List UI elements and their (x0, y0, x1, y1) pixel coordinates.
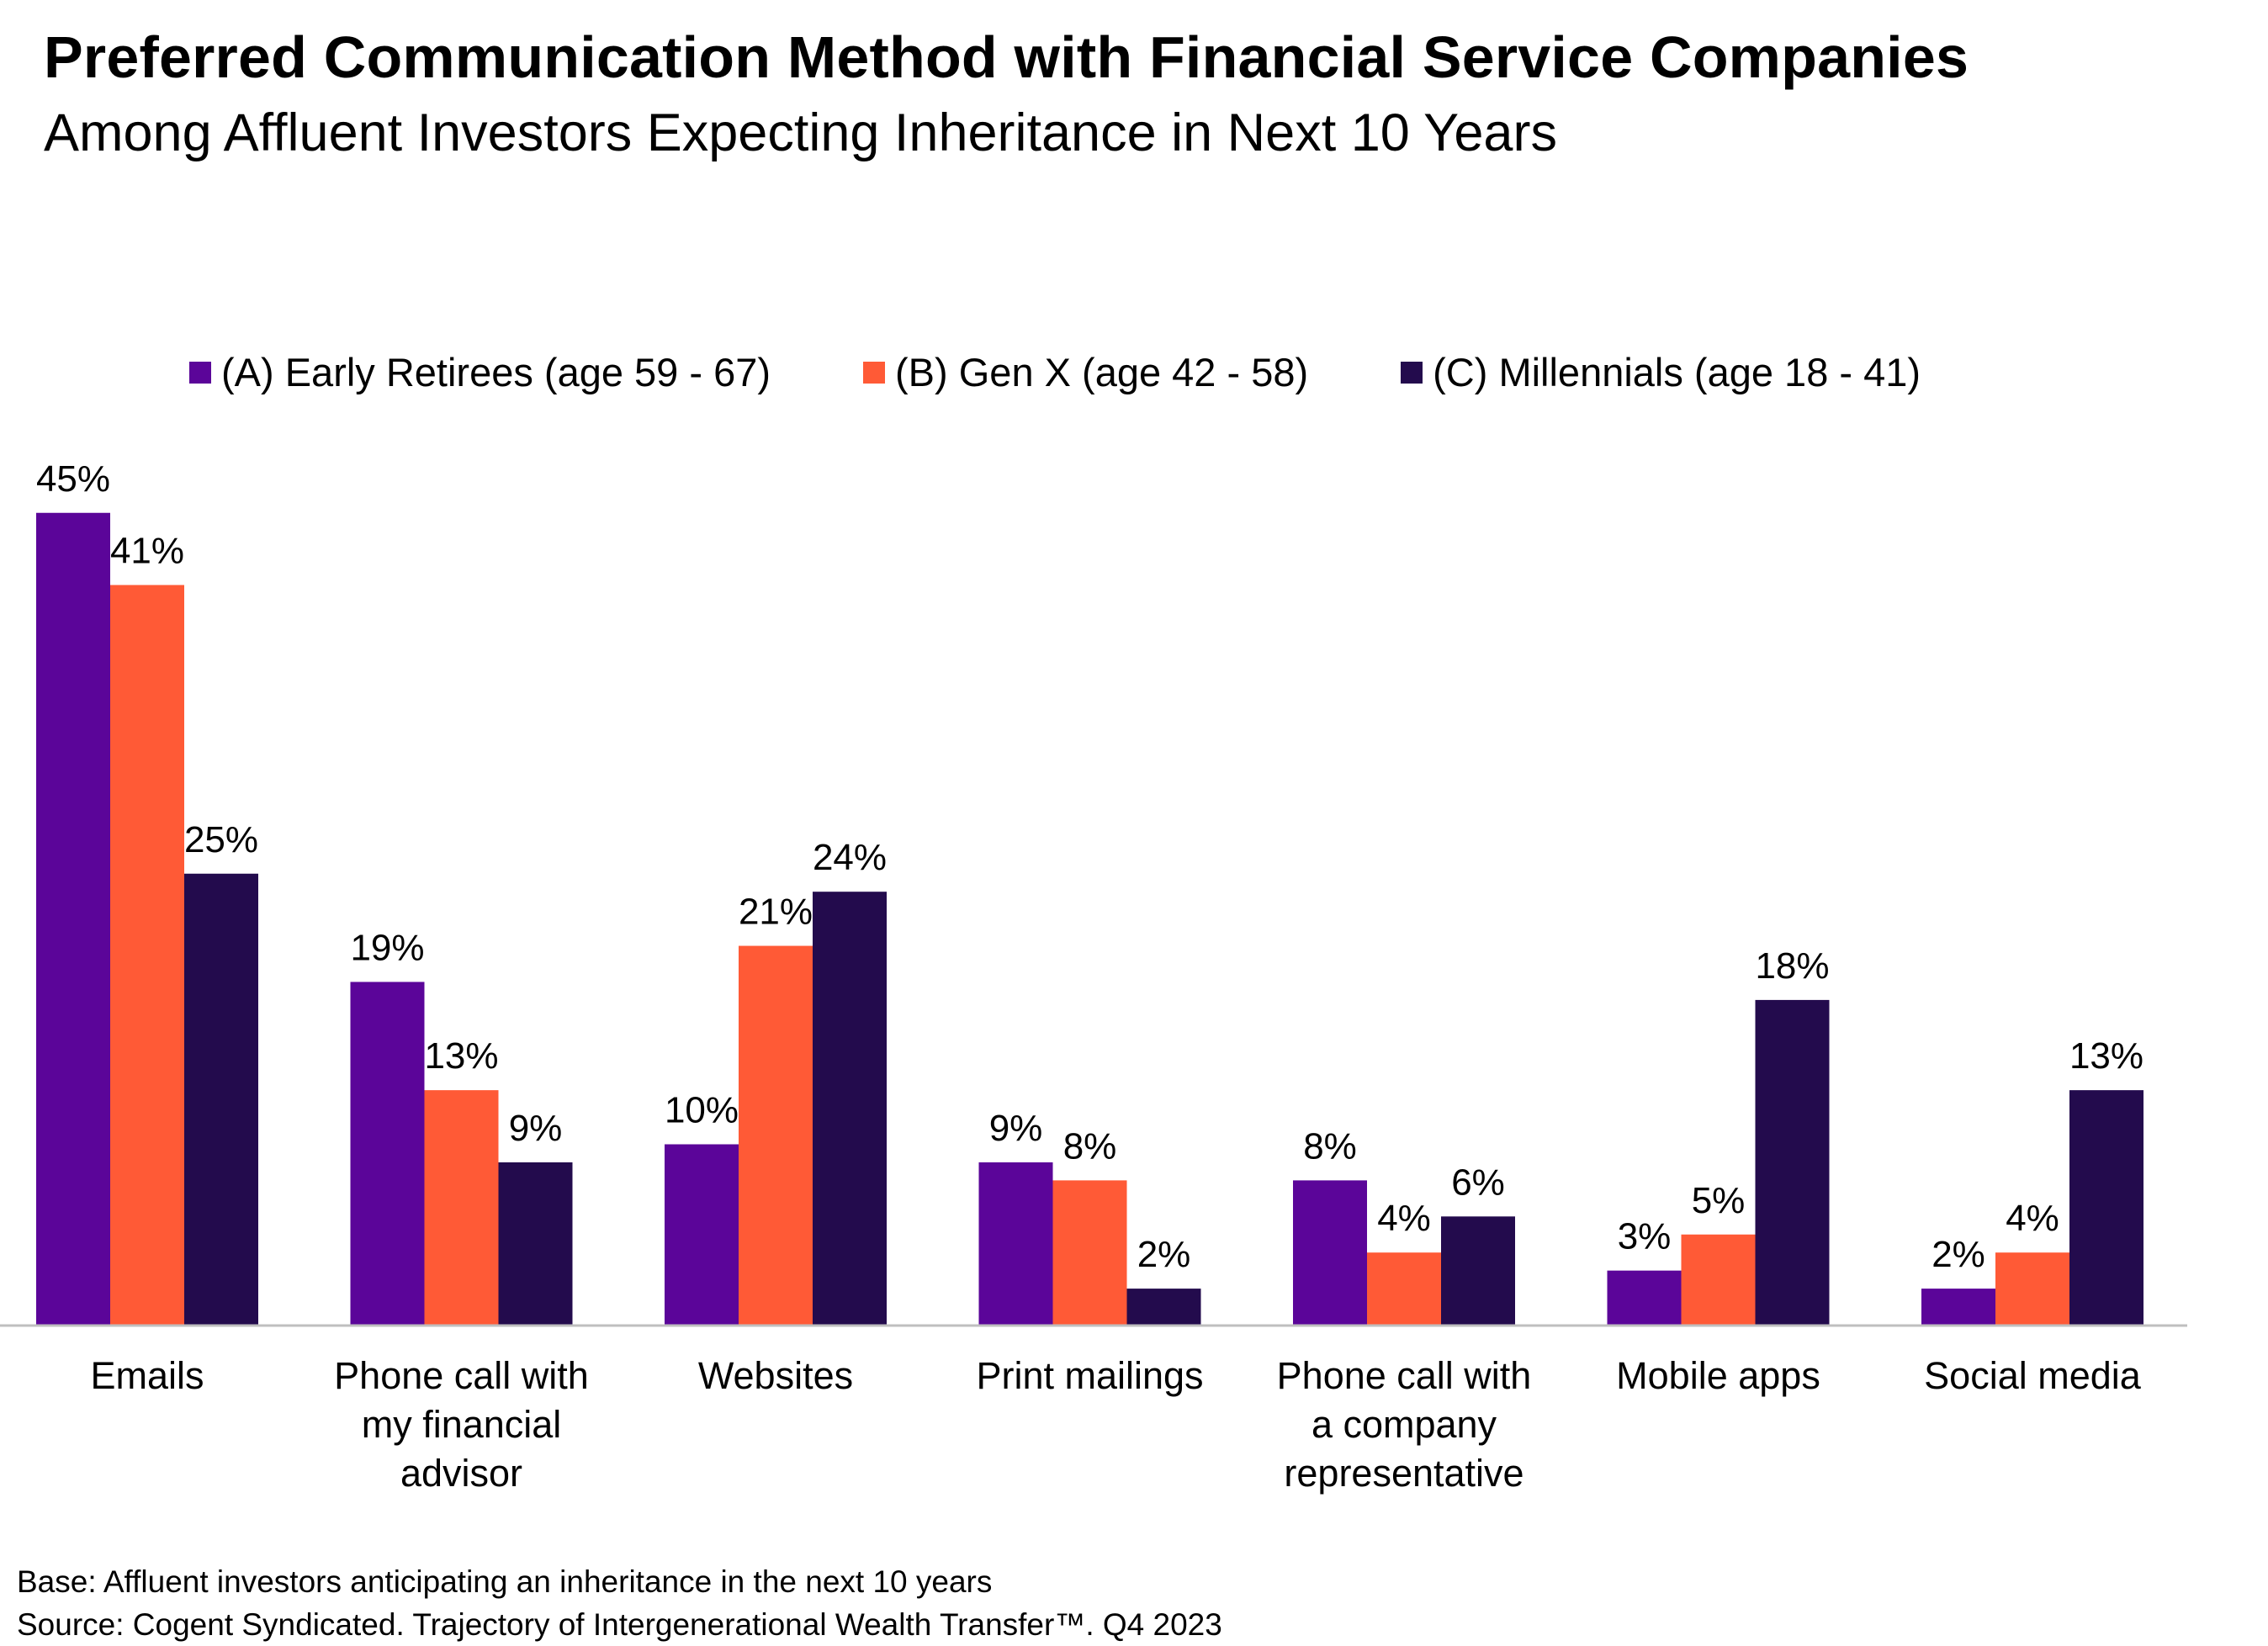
bar-social-media-series-1 (1921, 1289, 1995, 1325)
legend-label-gen-x: (B) Gen X (age 42 - 58) (895, 350, 1309, 394)
legend-swatch-early-retirees (189, 361, 211, 384)
bar-phone-call-with-my-financial-advisor-series-2 (424, 1090, 499, 1325)
data-label-phone-call-with-a-company-representative-series-2: 4% (1377, 1198, 1431, 1239)
category-label-phone-call-with-my-financial-advisor: Phone call with my financial advisor (334, 1354, 589, 1495)
bar-emails-series-2 (110, 585, 184, 1325)
data-label-print-mailings-series-1: 9% (989, 1108, 1043, 1149)
chart-subtitle: Among Affluent Investors Expecting Inher… (44, 103, 1557, 162)
bar-emails-series-3 (184, 873, 258, 1325)
legend-swatch-millennials (1401, 361, 1423, 384)
bar-print-mailings-series-1 (978, 1162, 1053, 1325)
chart-title: Preferred Communication Method with Fina… (44, 24, 1969, 90)
data-label-phone-call-with-a-company-representative-series-3: 6% (1451, 1162, 1505, 1203)
legend-item-early-retirees: (A) Early Retirees (age 59 - 67) (189, 349, 771, 395)
bar-phone-call-with-a-company-representative-series-2 (1367, 1252, 1441, 1325)
data-label-mobile-apps-series-1: 3% (1618, 1216, 1672, 1257)
legend-item-millennials: (C) Millennials (age 18 - 41) (1401, 349, 1921, 395)
bar-social-media-series-3 (2069, 1090, 2143, 1325)
data-label-phone-call-with-a-company-representative-series-1: 8% (1303, 1125, 1357, 1167)
data-label-emails-series-2: 41% (110, 531, 184, 572)
category-label-mobile-apps: Mobile apps (1616, 1354, 1820, 1397)
data-label-print-mailings-series-2: 8% (1063, 1125, 1117, 1167)
data-label-phone-call-with-my-financial-advisor-series-1: 19% (350, 927, 424, 968)
bar-social-media-series-2 (1995, 1252, 2069, 1325)
bar-websites-series-3 (813, 892, 887, 1325)
data-label-social-media-series-1: 2% (1932, 1234, 1985, 1275)
data-label-phone-call-with-my-financial-advisor-series-2: 13% (424, 1035, 498, 1077)
data-label-websites-series-2: 21% (739, 892, 813, 933)
footnote-source: Source: Cogent Syndicated. Trajectory of… (17, 1607, 1222, 1642)
bar-phone-call-with-my-financial-advisor-series-3 (498, 1162, 573, 1325)
bar-print-mailings-series-3 (1126, 1289, 1201, 1325)
bar-websites-series-1 (665, 1144, 739, 1325)
category-label-websites: Websites (698, 1354, 853, 1397)
data-label-emails-series-3: 25% (184, 819, 258, 860)
bar-phone-call-with-a-company-representative-series-3 (1441, 1216, 1515, 1325)
data-label-print-mailings-series-3: 2% (1137, 1234, 1191, 1275)
bar-mobile-apps-series-1 (1607, 1270, 1682, 1325)
data-label-social-media-series-2: 4% (2006, 1198, 2059, 1239)
legend-label-early-retirees: (A) Early Retirees (age 59 - 67) (221, 350, 771, 394)
category-label-phone-call-with-a-company-representative: Phone call with a company representative (1277, 1354, 1532, 1495)
bar-websites-series-2 (739, 945, 813, 1325)
category-label-social-media: Social media (1924, 1354, 2142, 1397)
data-label-social-media-series-3: 13% (2069, 1035, 2143, 1077)
data-label-mobile-apps-series-2: 5% (1692, 1180, 1746, 1221)
data-label-phone-call-with-my-financial-advisor-series-3: 9% (509, 1108, 563, 1149)
data-label-emails-series-1: 45% (36, 458, 110, 500)
chart-legend: (A) Early Retirees (age 59 - 67) (B) Gen… (0, 349, 2268, 395)
bar-emails-series-1 (36, 512, 110, 1325)
legend-label-millennials: (C) Millennials (age 18 - 41) (1433, 350, 1921, 394)
footnotes: Base: Affluent investors anticipating an… (17, 1560, 1222, 1646)
bar-mobile-apps-series-3 (1755, 999, 1830, 1325)
bar-phone-call-with-a-company-representative-series-1 (1293, 1180, 1367, 1325)
data-label-websites-series-3: 24% (813, 837, 887, 878)
bar-mobile-apps-series-2 (1681, 1234, 1756, 1325)
bar-print-mailings-series-2 (1052, 1180, 1127, 1325)
data-label-mobile-apps-series-3: 18% (1755, 945, 1829, 987)
footnote-base: Base: Affluent investors anticipating an… (17, 1564, 993, 1599)
data-label-websites-series-1: 10% (665, 1090, 739, 1131)
category-label-print-mailings: Print mailings (976, 1354, 1203, 1397)
legend-swatch-gen-x (863, 361, 886, 384)
legend-item-gen-x: (B) Gen X (age 42 - 58) (863, 349, 1308, 395)
category-label-emails: Emails (90, 1354, 204, 1397)
bar-phone-call-with-my-financial-advisor-series-1 (350, 982, 425, 1325)
